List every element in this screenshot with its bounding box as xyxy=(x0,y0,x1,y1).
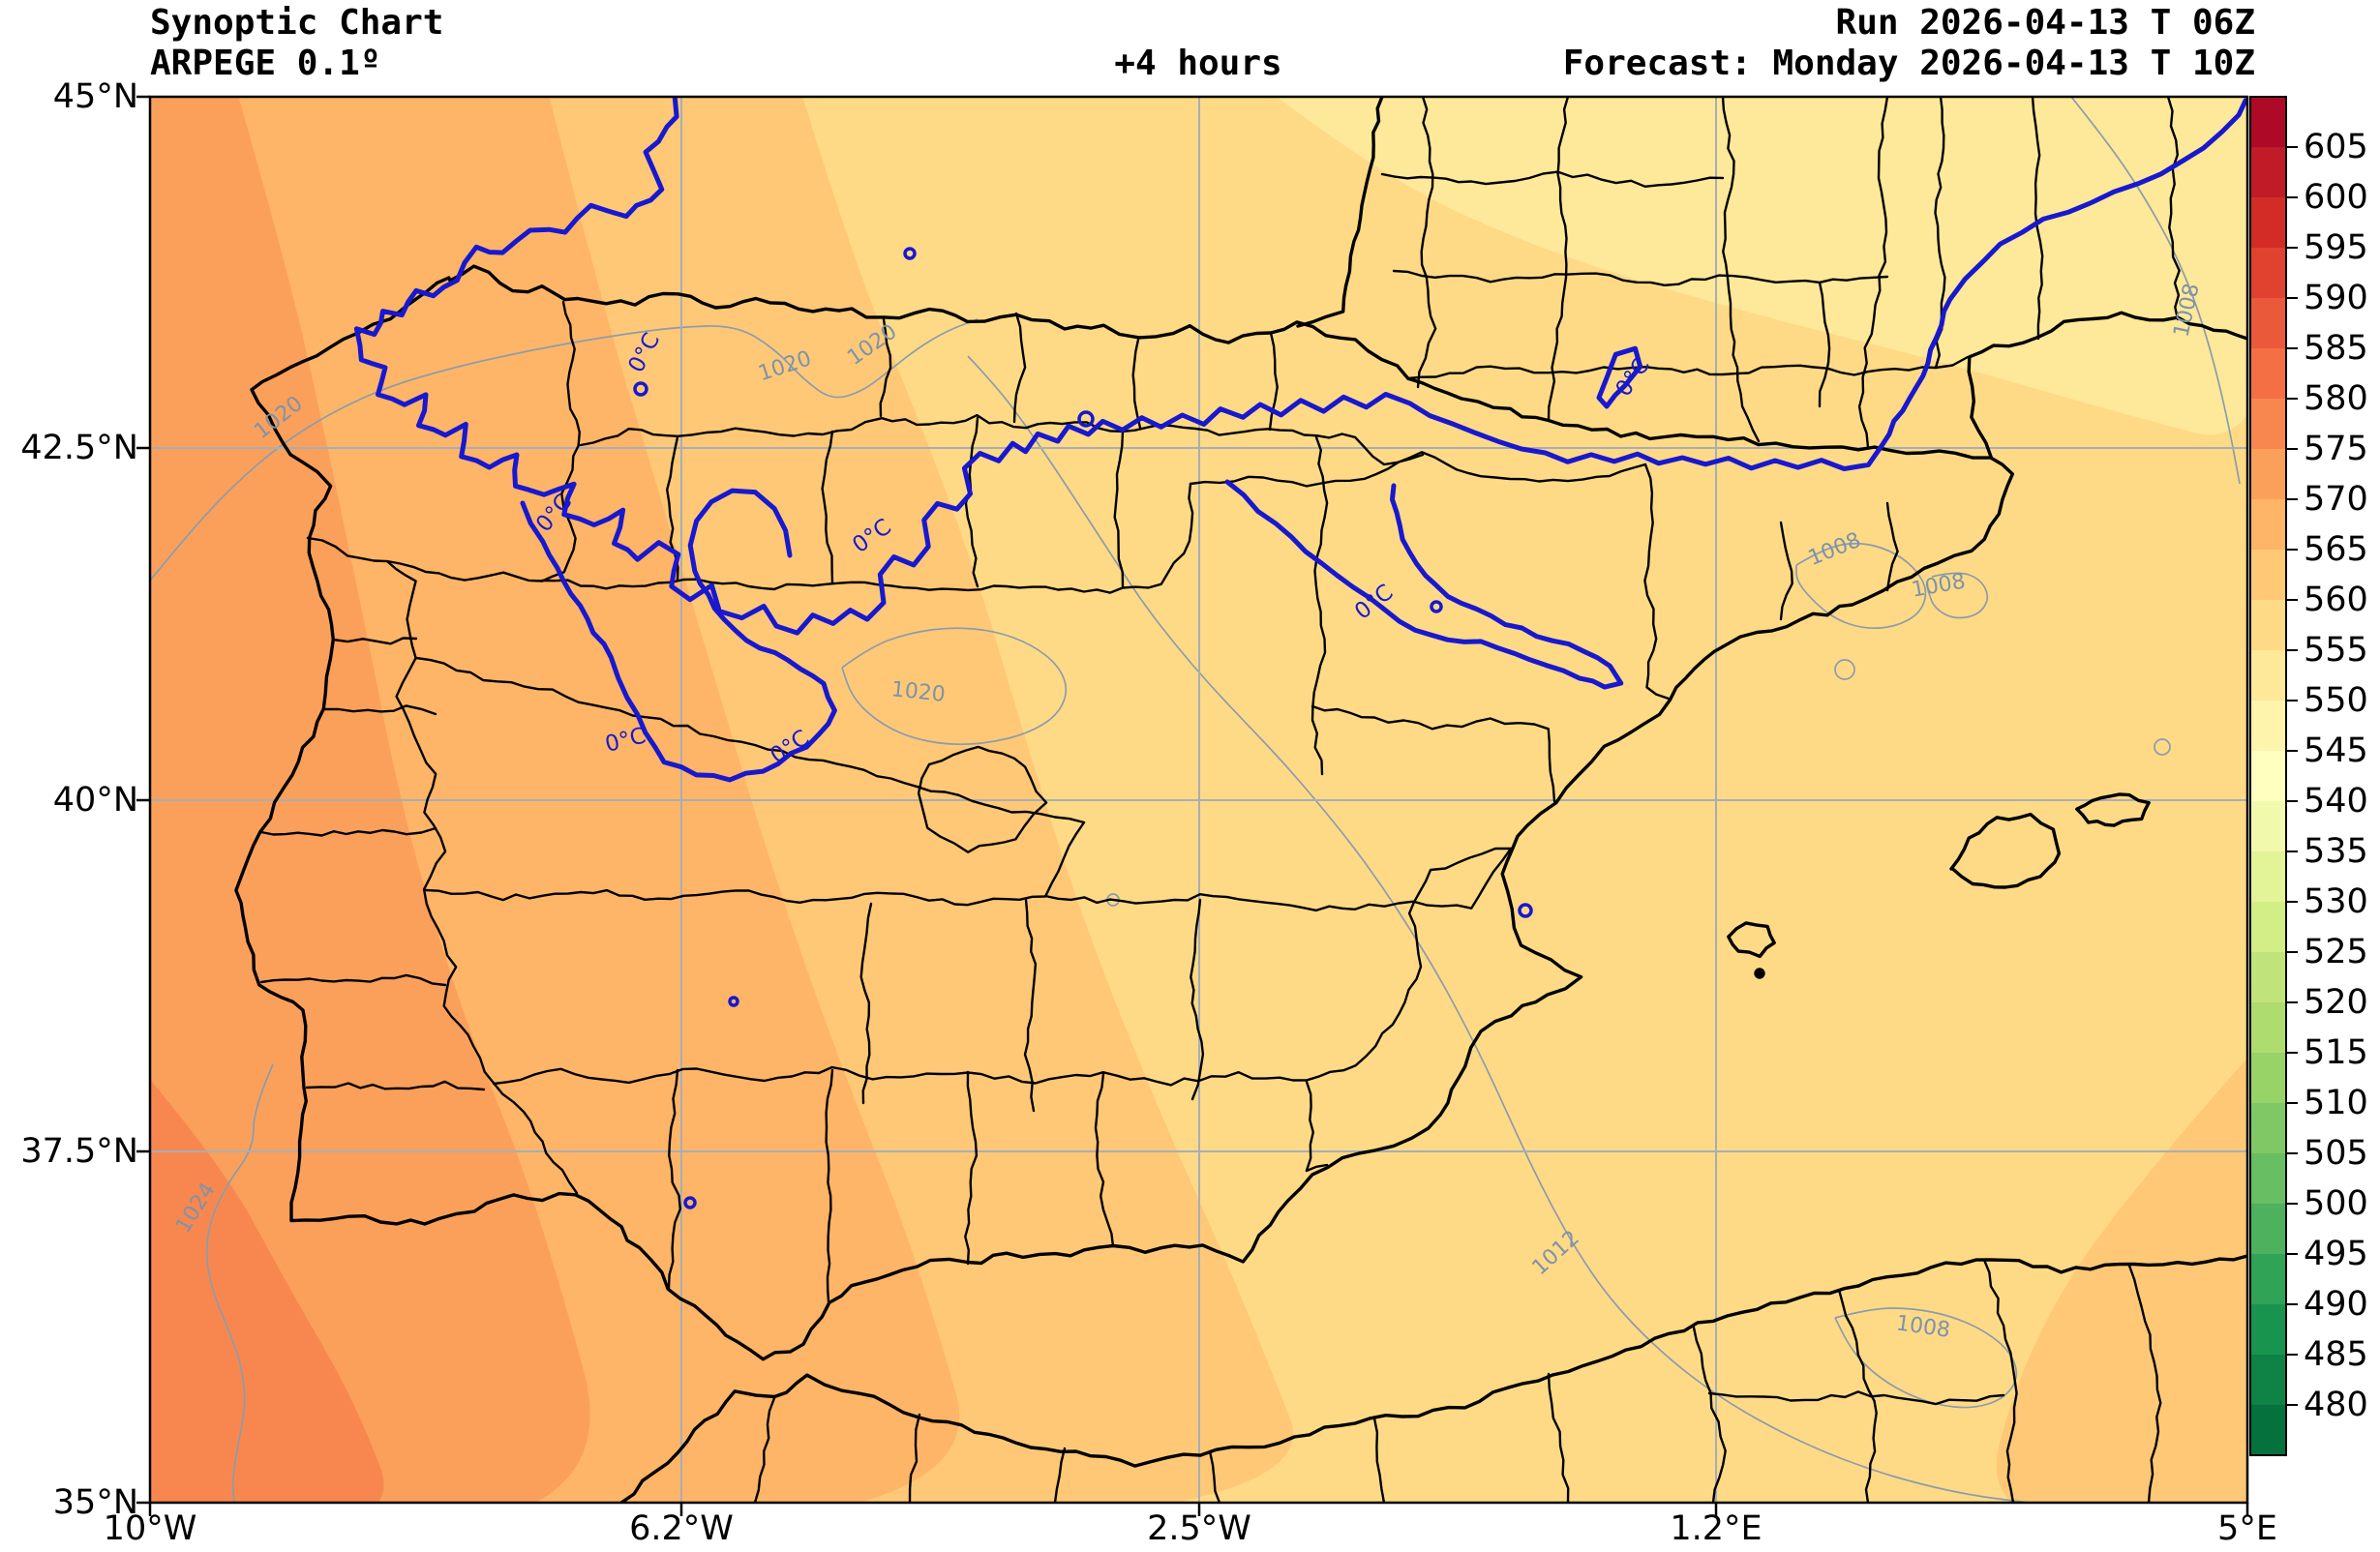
forecast-label: Forecast: Monday 2026-04-13 T 10Z xyxy=(1562,44,2255,83)
x-tick-label: 5°E xyxy=(2217,1509,2277,1548)
colorbar-tick-label: 490 xyxy=(2304,1285,2368,1324)
colorbar-tick-label: 540 xyxy=(2304,782,2368,821)
coastlines xyxy=(234,97,2247,1503)
colorbar-tick-label: 500 xyxy=(2304,1184,2368,1223)
colorbar-tick-label: 525 xyxy=(2304,933,2368,971)
y-tick-label: 37.5°N xyxy=(20,1132,138,1171)
colorbar-tick-label: 555 xyxy=(2304,631,2368,670)
colorbar-tick-label: 505 xyxy=(2304,1134,2368,1173)
colorbar-tick-label: 605 xyxy=(2304,128,2368,166)
y-tick-label: 35°N xyxy=(52,1483,138,1522)
colorbar-tick-label: 550 xyxy=(2304,681,2368,720)
y-tick-label: 40°N xyxy=(52,781,138,820)
colorbar-tick-label: 515 xyxy=(2304,1033,2368,1072)
colorbar-tick-label: 565 xyxy=(2304,530,2368,569)
graticule xyxy=(150,97,2247,1503)
zero-isotherm-contours xyxy=(353,97,2247,1209)
colorbar xyxy=(2249,96,2298,1456)
colorbar-tick-label: 480 xyxy=(2304,1386,2368,1424)
colorbar-tick-label: 545 xyxy=(2304,731,2368,770)
colorbar-tick-label: 560 xyxy=(2304,581,2368,619)
colorbar-tick-label: 590 xyxy=(2304,279,2368,317)
thickness-band xyxy=(1996,1058,2247,1503)
colorbar-tick-label: 585 xyxy=(2304,329,2368,368)
colorbar-tick-label: 575 xyxy=(2304,430,2368,468)
isobar-value-label: 1020 xyxy=(890,677,947,707)
colorbar-tick-label: 570 xyxy=(2304,480,2368,519)
x-tick-label: 1.2°E xyxy=(1670,1509,1762,1548)
colorbar-tick-label: 535 xyxy=(2304,832,2368,871)
run-label: Run 2026-04-13 T 06Z xyxy=(1835,3,2255,43)
colorbar-tick-label: 495 xyxy=(2304,1235,2368,1273)
y-tick-label: 45°N xyxy=(52,77,138,116)
x-tick-label: 6.2°W xyxy=(629,1509,734,1548)
colorbar-tick-label: 520 xyxy=(2304,983,2368,1022)
admin-borders xyxy=(259,97,2181,1503)
y-tick-label: 42.5°N xyxy=(20,429,138,467)
page-title: Synoptic Chart xyxy=(150,3,444,43)
colorbar-tick-label: 510 xyxy=(2304,1084,2368,1122)
colorbar-tick-label: 485 xyxy=(2304,1335,2368,1374)
lead-time-label: +4 hours xyxy=(1114,44,1282,83)
x-tick-label: 2.5°W xyxy=(1147,1509,1251,1548)
thickness-band xyxy=(150,1079,384,1503)
colorbar-tick-label: 530 xyxy=(2304,882,2368,921)
thickness-band xyxy=(1276,97,2247,435)
x-tick-label: 10°W xyxy=(103,1509,197,1548)
axis-ticks xyxy=(136,95,2249,1516)
colorbar-tick-label: 595 xyxy=(2304,228,2368,267)
colorbar-tick-label: 580 xyxy=(2304,379,2368,418)
isobar-contours xyxy=(150,97,2241,1503)
colorbar-tick-label: 600 xyxy=(2304,178,2368,217)
model-label: ARPEGE 0.1º xyxy=(150,44,381,83)
